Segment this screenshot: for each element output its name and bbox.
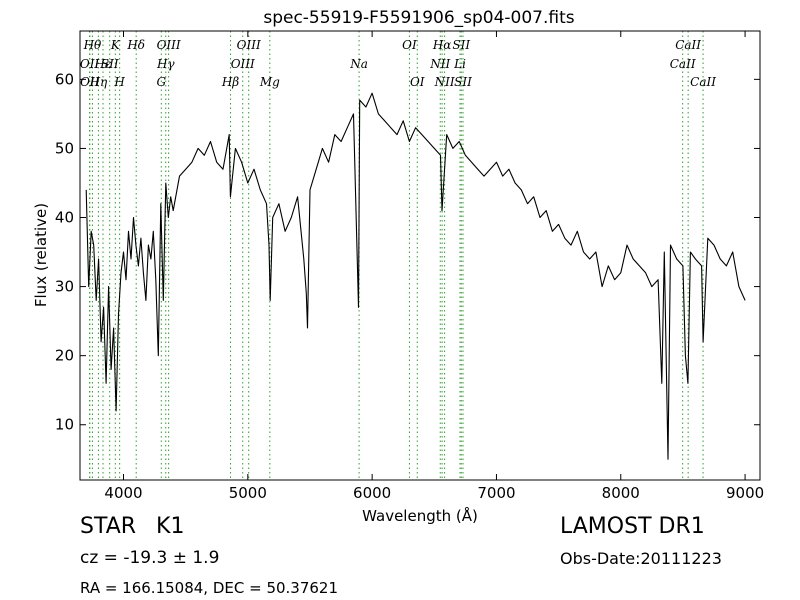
line-marker-labels: OII OII Hθ Hη Hε K SII H Hδ G Hγ OIII Hβ OIII OIII Mg Na… xyxy=(80,38,716,89)
line-label-11: OIII xyxy=(157,38,181,52)
line-label-21: NII xyxy=(434,75,455,89)
line-label-6: SII xyxy=(101,57,119,71)
spectrum-line xyxy=(85,92,746,460)
line-label-9: G xyxy=(157,75,167,89)
obs-date-text: Obs-Date:20111223 xyxy=(560,549,722,568)
line-label-5: K xyxy=(110,38,121,52)
line-label-8: Hδ xyxy=(126,38,145,52)
line-label-19: NII xyxy=(429,57,450,71)
line-label-22: Li xyxy=(453,57,466,71)
line-label-2: Hθ xyxy=(83,38,102,52)
chart-title: spec-55919-F5591906_sp04-007.fits xyxy=(263,8,574,28)
survey-name: LAMOST DR1 xyxy=(560,514,705,539)
object-class: STAR K1 xyxy=(80,514,184,539)
line-label-16: Na xyxy=(349,57,368,71)
line-label-24: SII xyxy=(454,75,472,89)
line-label-0: OII xyxy=(80,57,100,71)
plot-frame xyxy=(79,30,761,481)
line-label-26: CaII xyxy=(675,38,701,52)
line-label-17: OI xyxy=(402,38,417,52)
line-label-25: CaII xyxy=(670,57,696,71)
line-label-4: Hε xyxy=(94,57,112,71)
y-tick-label-3: 40 xyxy=(55,209,74,227)
y-axis-label: Flux (relative) xyxy=(32,203,50,307)
y-tick-label-1: 20 xyxy=(55,347,74,365)
y-tick-label-2: 30 xyxy=(55,278,74,296)
line-label-12: Hβ xyxy=(221,75,239,89)
y-axis-ticks: 10 20 30 40 50 60 xyxy=(55,70,760,434)
x-tick-label-0: 4000 xyxy=(104,484,142,502)
x-tick-label-2: 6000 xyxy=(353,484,391,502)
x-axis-label: Wavelength (Å) xyxy=(362,506,478,525)
x-tick-label-3: 7000 xyxy=(477,484,515,502)
redshift-text: cz = -19.3 ± 1.9 xyxy=(80,548,220,568)
line-label-20: Hα xyxy=(432,38,452,52)
y-tick-label-5: 60 xyxy=(55,70,74,88)
coordinates-text: RA = 166.15084, DEC = 50.37621 xyxy=(80,579,339,597)
line-label-13: OIII xyxy=(231,57,255,71)
line-label-18: OI xyxy=(410,75,425,89)
line-label-3: Hη xyxy=(89,75,108,89)
x-tick-label-5: 9000 xyxy=(726,484,764,502)
line-label-7: H xyxy=(113,75,125,89)
line-label-10: Hγ xyxy=(156,57,175,71)
y-tick-label-0: 10 xyxy=(55,416,74,434)
x-tick-label-1: 5000 xyxy=(229,484,267,502)
line-label-23: SII xyxy=(452,38,470,52)
y-tick-label-4: 50 xyxy=(55,139,74,157)
line-label-14: OIII xyxy=(237,38,261,52)
x-tick-label-4: 8000 xyxy=(602,484,640,502)
subclass-text: K1 xyxy=(156,514,185,539)
class-text: STAR xyxy=(80,514,137,539)
line-markers xyxy=(89,31,704,480)
line-label-27: CaII xyxy=(690,75,716,89)
line-label-15: Mg xyxy=(259,75,280,89)
x-axis-ticks: 4000 5000 6000 7000 8000 9000 xyxy=(104,31,764,502)
line-label-1: OII xyxy=(80,75,100,89)
